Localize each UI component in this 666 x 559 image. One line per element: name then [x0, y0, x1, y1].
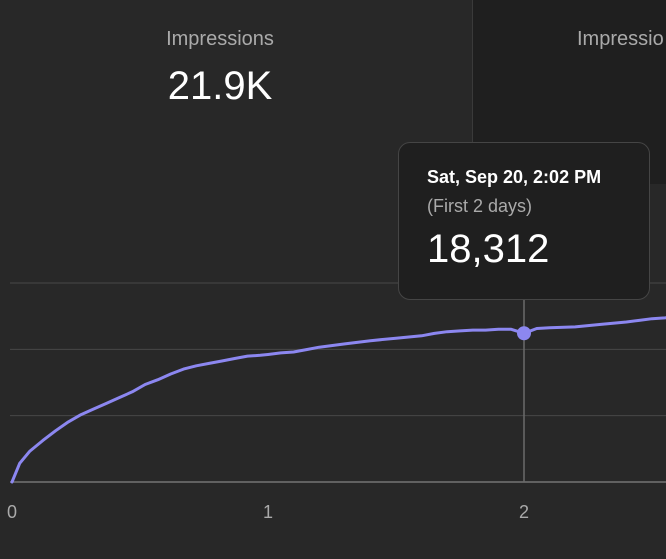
tooltip-subtitle: (First 2 days): [427, 196, 533, 216]
metric-label: Impressions: [166, 28, 274, 50]
series-line: [10, 316, 666, 484]
metric-value: 21.9K: [167, 64, 273, 108]
metric-label: Impressio: [577, 28, 664, 50]
highlight-point: [517, 326, 531, 341]
x-tick-label-2: 2: [519, 502, 529, 522]
metric-card-impressions[interactable]: Impressions 21.9K: [0, 0, 472, 184]
x-tick-label-0: 0: [7, 502, 17, 522]
x-tick-label-1: 1: [263, 502, 273, 522]
tooltip-date: Sat, Sep 20, 2:02 PM: [427, 167, 602, 187]
tooltip-value: 18,312: [427, 227, 550, 271]
chart-tooltip: Sat, Sep 20, 2:02 PM (First 2 days) 18,3…: [398, 142, 650, 300]
